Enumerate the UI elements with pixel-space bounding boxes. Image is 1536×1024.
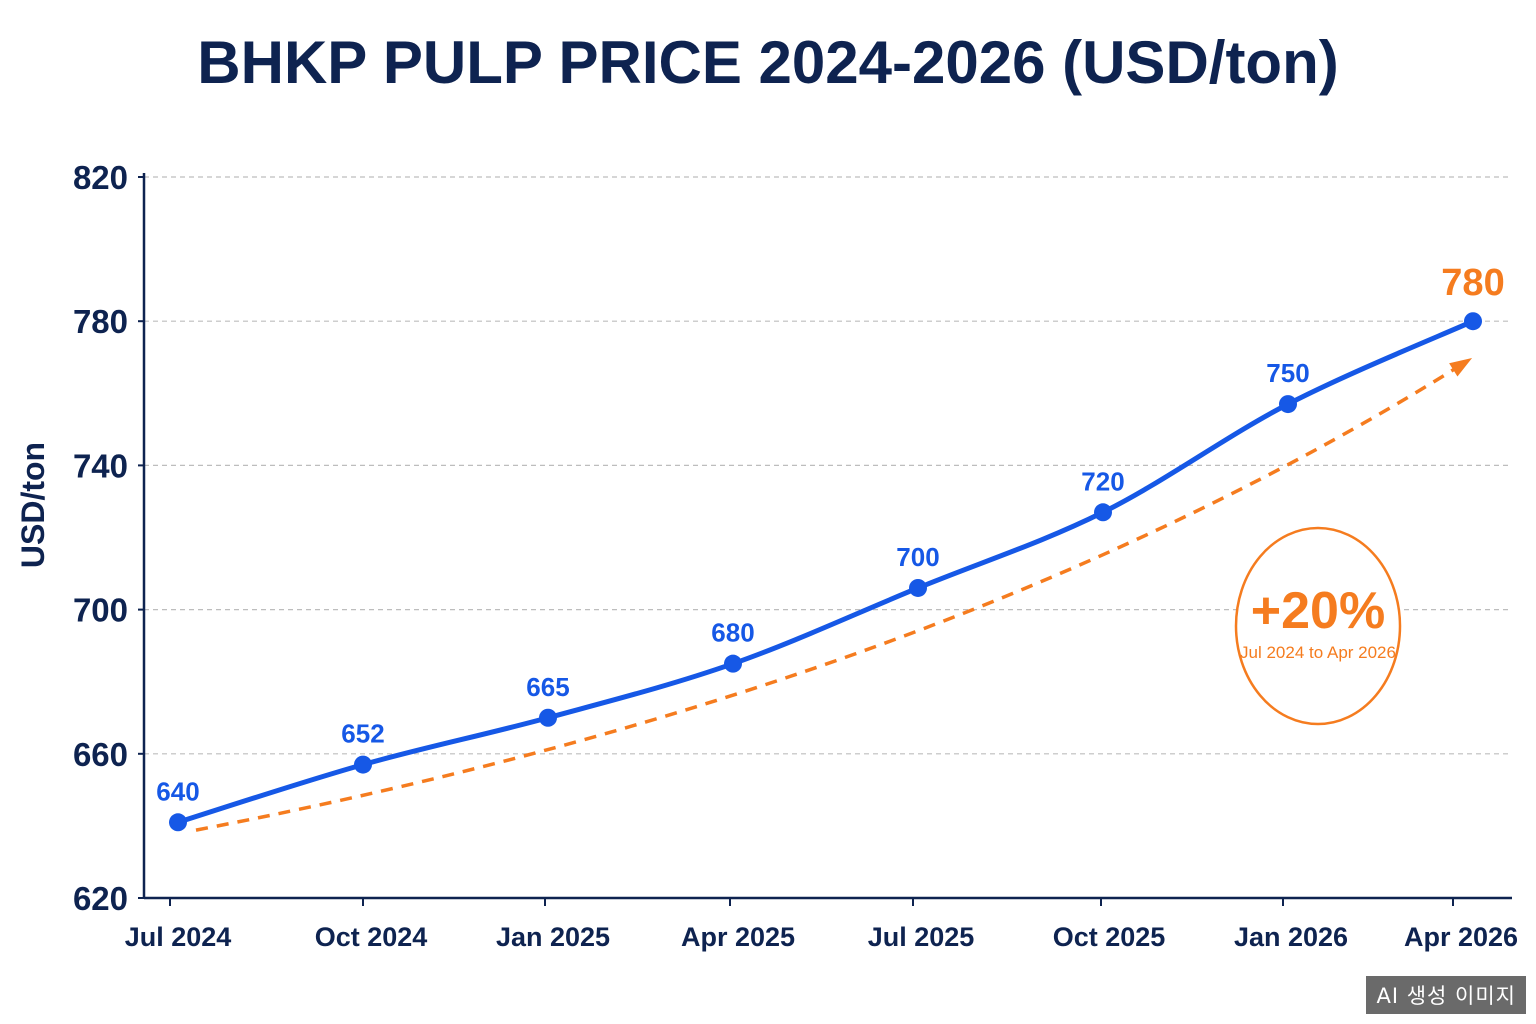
y-tick-label: 820	[73, 159, 128, 196]
data-label: 680	[711, 618, 754, 648]
data-label: 780	[1441, 262, 1504, 304]
chart-title: BHKP PULP PRICE 2024-2026 (USD/ton)	[197, 29, 1339, 96]
data-point	[539, 708, 557, 727]
x-tick-label: Jul 2024	[125, 922, 232, 952]
data-label-layer: 640 652 665 680 700 720 750 780	[156, 262, 1504, 806]
data-point	[1464, 312, 1482, 331]
x-tick-label: Jan 2026	[1234, 922, 1348, 952]
annotation-circle	[1234, 526, 1402, 726]
y-tick-label: 780	[73, 303, 128, 340]
x-tick-label: Oct 2025	[1053, 922, 1166, 952]
x-tick-label: Jan 2025	[496, 922, 610, 952]
annotation: +20% Jul 2024 to Apr 2026	[1234, 526, 1402, 726]
y-tick-label: 660	[73, 736, 128, 773]
x-tick-label: Apr 2026	[1404, 922, 1518, 952]
ai-generated-badge: AI 생성 이미지	[1366, 976, 1526, 1014]
series-layer	[169, 312, 1482, 832]
y-tick-label: 700	[73, 592, 128, 629]
y-tick-label: 740	[73, 447, 128, 484]
y-tick-label: 620	[73, 880, 128, 917]
data-label: 750	[1266, 358, 1309, 388]
x-tick-label: Apr 2025	[681, 922, 795, 952]
trend-arrowhead	[1449, 358, 1473, 377]
data-label: 720	[1081, 466, 1124, 496]
data-point	[724, 654, 742, 673]
data-point	[1279, 395, 1297, 414]
y-axis-label: USD/ton	[15, 442, 51, 568]
annotation-period: Jul 2024 to Apr 2026	[1240, 643, 1396, 662]
data-point	[1094, 503, 1112, 522]
grid-lines	[144, 176, 1512, 755]
data-label: 640	[156, 776, 199, 806]
annotation-percent: +20%	[1251, 582, 1385, 640]
data-label: 652	[341, 719, 384, 749]
data-label: 700	[896, 542, 939, 572]
data-point	[169, 813, 187, 832]
data-point	[909, 578, 927, 597]
series-line	[175, 318, 1476, 825]
data-point	[354, 755, 372, 774]
trend-layer	[195, 358, 1473, 832]
x-tick-label: Jul 2025	[868, 922, 975, 952]
axes: 620 660 700 740 780 820 Jul 2024 Oct 2024 Jan 20…	[73, 159, 1518, 952]
data-label: 665	[526, 672, 569, 702]
trend-line	[195, 359, 1468, 832]
x-tick-label: Oct 2024	[315, 922, 428, 952]
